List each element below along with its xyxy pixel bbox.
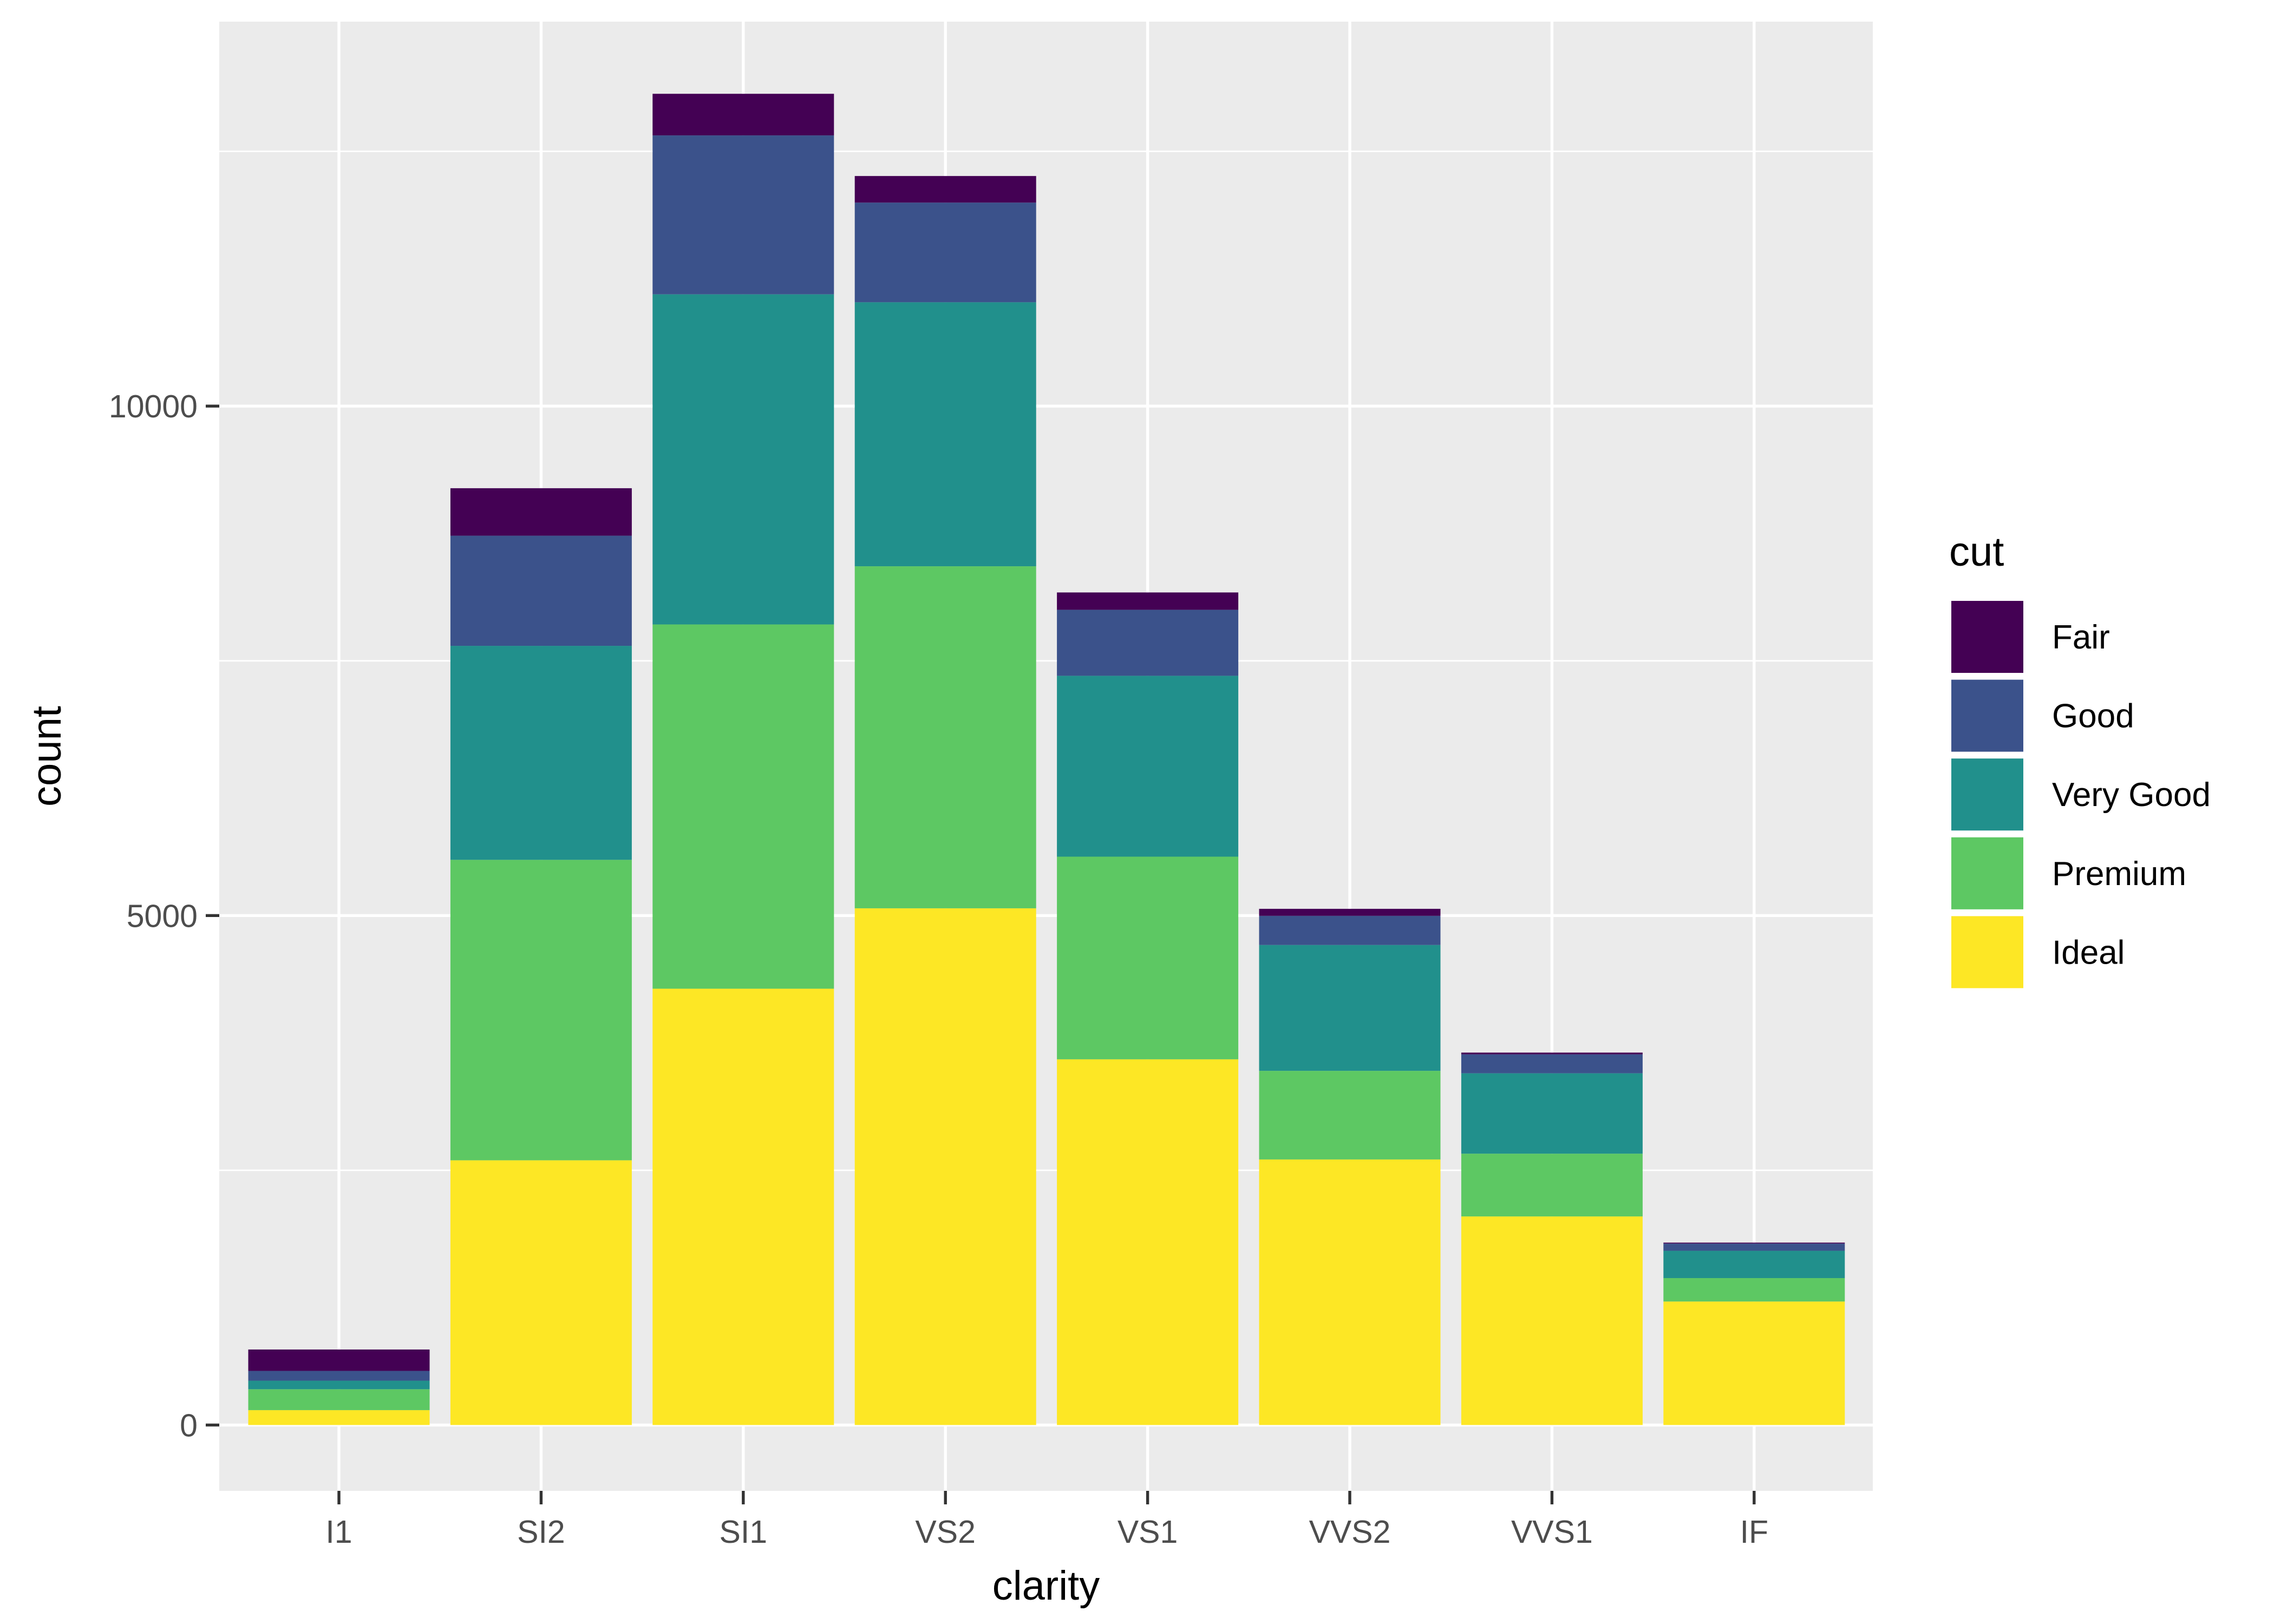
legend-label: Fair xyxy=(2052,619,2110,656)
bar-segment-SI1-good xyxy=(652,135,834,294)
legend-key-premium xyxy=(1951,837,2023,909)
legend-key-fair xyxy=(1951,601,2023,673)
y-tick-label: 0 xyxy=(180,1407,198,1443)
legend-label: Good xyxy=(2052,698,2134,735)
bar-segment-SI2-ideal xyxy=(450,1160,632,1425)
x-tick-label: IF xyxy=(1740,1514,1768,1550)
bar-segment-VS2-fair xyxy=(854,176,1036,203)
legend-key-good xyxy=(1951,679,2023,752)
bar-segment-SI1-ideal xyxy=(652,988,834,1425)
bar-segment-VVS1-very-good xyxy=(1461,1073,1643,1154)
bar-segment-I1-very-good xyxy=(248,1380,430,1390)
bar-segment-VS1-good xyxy=(1057,610,1239,676)
bar-segment-VVS1-ideal xyxy=(1461,1216,1643,1425)
legend-title: cut xyxy=(1949,529,2004,575)
bar-segment-SI2-fair xyxy=(450,488,632,536)
x-tick-label: VS2 xyxy=(915,1514,976,1550)
bar-segment-I1-fair xyxy=(248,1349,430,1371)
bar-segment-IF-ideal xyxy=(1663,1301,1845,1425)
bar-segment-VVS1-premium xyxy=(1461,1154,1643,1217)
bar-segment-VVS2-good xyxy=(1259,915,1441,945)
bar-segment-VVS1-fair xyxy=(1461,1052,1643,1055)
bar-segment-I1-ideal xyxy=(248,1410,430,1425)
bar-segment-VVS1-good xyxy=(1461,1054,1643,1073)
bar-segment-I1-good xyxy=(248,1371,430,1381)
x-tick-label: I1 xyxy=(325,1514,352,1550)
legend-key-ideal xyxy=(1951,916,2023,988)
bars xyxy=(248,94,1845,1425)
bar-segment-SI1-very-good xyxy=(652,294,834,625)
y-tick-label: 5000 xyxy=(127,898,198,934)
x-tick-label: SI1 xyxy=(720,1514,768,1550)
bar-segment-VS2-ideal xyxy=(854,908,1036,1425)
bar-segment-VVS2-very-good xyxy=(1259,945,1441,1071)
bar-segment-SI2-good xyxy=(450,535,632,646)
bar-segment-IF-very-good xyxy=(1663,1250,1845,1278)
bar-segment-I1-premium xyxy=(248,1389,430,1410)
x-axis: I1 SI2 SI1 VS2 VS1 VVS2 VVS1 IF xyxy=(325,1491,1768,1550)
x-tick-label: VVS2 xyxy=(1309,1514,1391,1550)
bar-segment-VS2-good xyxy=(854,202,1036,303)
bar-segment-IF-premium xyxy=(1663,1278,1845,1302)
legend-key-very-good xyxy=(1951,758,2023,831)
bar-segment-VS1-premium xyxy=(1057,856,1239,1059)
legend: cut Fair Good Very Good Premium Ideal xyxy=(1949,529,2211,988)
legend-label: Premium xyxy=(2052,855,2186,893)
bar-segment-IF-fair xyxy=(1663,1242,1845,1244)
bar-segment-VS2-very-good xyxy=(854,302,1036,567)
y-tick-label: 10000 xyxy=(109,389,198,424)
y-axis: 0 5000 10000 xyxy=(109,389,219,1443)
bar-segment-VVS2-premium xyxy=(1259,1071,1441,1160)
x-tick-label: VS1 xyxy=(1118,1514,1178,1550)
bar-segment-VVS2-ideal xyxy=(1259,1159,1441,1425)
legend-label: Very Good xyxy=(2052,776,2211,814)
x-tick-label: SI2 xyxy=(517,1514,565,1550)
bar-segment-VVS2-fair xyxy=(1259,908,1441,916)
bar-segment-VS2-premium xyxy=(854,566,1036,908)
y-axis-title: count xyxy=(24,706,70,807)
bar-segment-IF-good xyxy=(1663,1243,1845,1251)
x-tick-label: VVS1 xyxy=(1511,1514,1593,1550)
x-axis-title: clarity xyxy=(992,1563,1100,1609)
bar-segment-SI2-very-good xyxy=(450,646,632,860)
bar-segment-SI1-fair xyxy=(652,94,834,136)
bar-segment-VS1-ideal xyxy=(1057,1059,1239,1425)
legend-label: Ideal xyxy=(2052,934,2125,971)
bar-segment-VS1-very-good xyxy=(1057,676,1239,857)
bar-segment-SI1-premium xyxy=(652,624,834,989)
bar-segment-VS1-fair xyxy=(1057,592,1239,610)
bar-segment-SI2-premium xyxy=(450,860,632,1161)
